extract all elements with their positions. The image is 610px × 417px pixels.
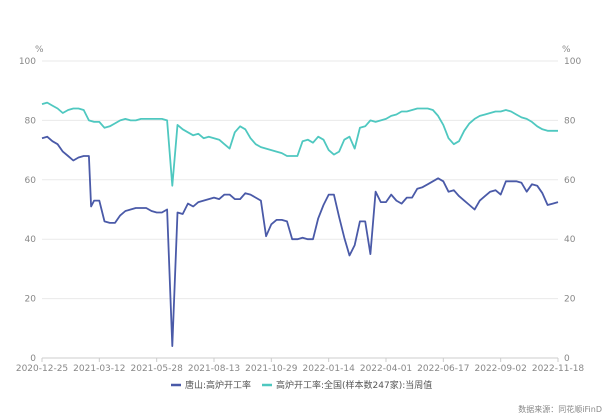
right-y-unit: % xyxy=(562,45,571,55)
x-tick-2020-12-25: 2020-12-25 xyxy=(16,364,68,374)
x-axis: 2020-12-25 2021-03-12 2021-05-28 2021-08-13… xyxy=(16,358,585,374)
x-tick-2022-04-01: 2022-04-01 xyxy=(360,364,412,374)
y-tick-left-80: 80 xyxy=(25,116,37,126)
x-tick-2021-03-12: 2021-03-12 xyxy=(73,364,125,374)
y-tick-left-20: 20 xyxy=(25,295,37,305)
left-y-axis: 0 20 40 60 80 100 xyxy=(19,57,36,364)
x-tick-2022-11-18: 2022-11-18 xyxy=(532,364,585,374)
x-tick-2022-01-14: 2022-01-14 xyxy=(303,364,356,374)
y-tick-right-20: 20 xyxy=(564,295,576,305)
legend-label-series-1: 唐山:高炉开工率 xyxy=(185,379,251,391)
x-tick-2021-05-28: 2021-05-28 xyxy=(131,364,184,374)
y-tick-right-40: 40 xyxy=(564,235,576,245)
y-tick-right-0: 0 xyxy=(564,354,570,364)
y-tick-right-100: 100 xyxy=(564,57,581,67)
y-tick-right-60: 60 xyxy=(564,176,576,186)
x-tick-2021-10-29: 2021-10-29 xyxy=(245,364,298,374)
series-line-1 xyxy=(41,135,559,348)
y-tick-left-100: 100 xyxy=(19,57,36,67)
x-tick-2022-09-02: 2022-09-02 xyxy=(475,364,527,374)
source-note: 数据来源：同花顺iFinD xyxy=(518,404,602,414)
series-line-2 xyxy=(41,101,558,187)
x-tick-2021-08-13: 2021-08-13 xyxy=(188,364,240,374)
grid-lines xyxy=(42,60,558,359)
legend: 唐山:高炉开工率 高炉开工率:全国(样本数247家):当周值 xyxy=(171,379,432,391)
x-tick-2022-06-17: 2022-06-17 xyxy=(417,364,469,374)
y-tick-left-0: 0 xyxy=(30,354,36,364)
legend-label-series-2: 高炉开工率:全国(样本数247家):当周值 xyxy=(276,379,432,391)
right-y-axis: 0 20 40 60 80 100 xyxy=(564,57,581,364)
y-tick-right-80: 80 xyxy=(564,116,576,126)
series-lines xyxy=(41,101,559,348)
y-tick-left-40: 40 xyxy=(25,235,37,245)
left-y-unit: % xyxy=(35,45,44,55)
y-tick-left-60: 60 xyxy=(25,176,37,186)
